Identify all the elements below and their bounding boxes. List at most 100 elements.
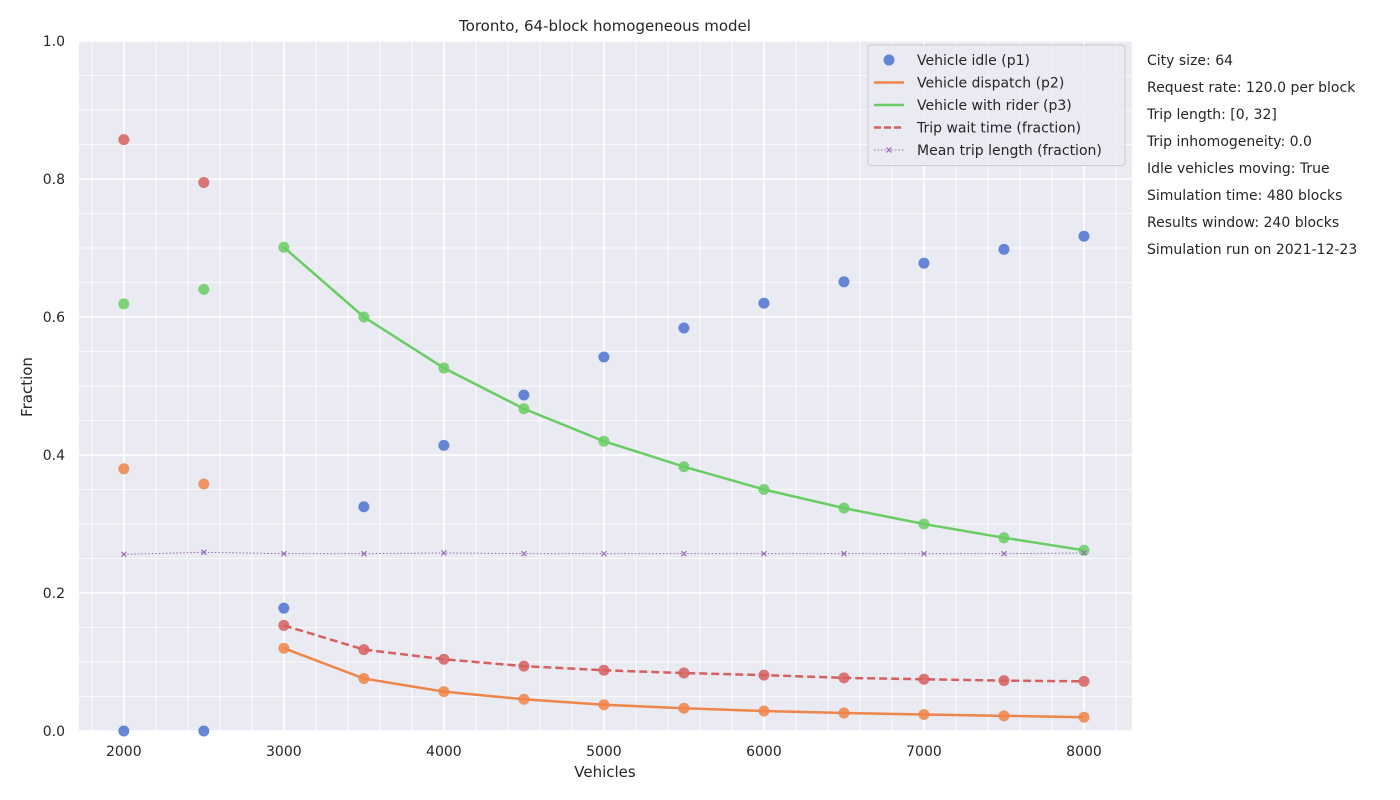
parameter-text: Simulation run on 2021-12-23 xyxy=(1147,242,1357,258)
vehicle-dispatch-p2-point xyxy=(758,705,770,717)
vehicle-dispatch-p2-point xyxy=(278,642,290,654)
mean-trip-length-fraction-point xyxy=(440,550,447,556)
parameter-text: City size: 64 xyxy=(1147,53,1233,69)
mean-trip-length-fraction-point xyxy=(761,550,767,557)
y-tick-label: 1.0 xyxy=(43,34,65,50)
mean-trip-length-fraction-point xyxy=(120,551,127,558)
trip-wait-time-fraction-line xyxy=(283,624,1085,683)
vehicle-idle-p1-point xyxy=(678,322,690,334)
parameter-text: Request rate: 120.0 per block xyxy=(1147,80,1356,96)
trip-wait-time-fraction-point xyxy=(758,669,770,681)
x-axis-label: Vehicles xyxy=(574,763,636,781)
trip-wait-time-fraction-legend-label: Trip wait time (fraction) xyxy=(916,121,1081,137)
parameter-text: Simulation time: 480 blocks xyxy=(1147,188,1342,204)
vehicle-idle-p1-legend-label: Vehicle idle (p1) xyxy=(917,53,1030,69)
trip-wait-time-fraction-point xyxy=(358,644,370,656)
trip-wait-time-fraction-point xyxy=(278,619,290,631)
chart-title: Toronto, 64-block homogeneous model xyxy=(458,17,751,35)
vehicle-with-rider-p3-point xyxy=(758,484,770,495)
mean-trip-length-fraction-point xyxy=(600,550,607,557)
vehicle-dispatch-p2-point xyxy=(918,708,930,720)
legend-box xyxy=(867,44,1126,166)
tick-labels: 2000 3000 4000 5000 6000 7000 8000 0.0 0.2 0.4 0.6… xyxy=(43,34,1102,760)
vehicle-dispatch-p2-point xyxy=(838,707,850,719)
vehicle-dispatch-p2-point xyxy=(678,702,690,714)
vehicle-idle-p1-point xyxy=(918,257,930,269)
trip-wait-time-fraction-point xyxy=(838,672,850,684)
vehicle-idle-p1-point xyxy=(598,351,610,363)
series-markers xyxy=(118,134,1090,737)
vehicle-with-rider-p3-point xyxy=(198,283,210,295)
y-tick-label: 0.2 xyxy=(43,586,65,602)
parameter-text: Results window: 240 blocks xyxy=(1147,215,1339,231)
major-gridlines xyxy=(79,40,1132,732)
vehicle-idle-p1-point xyxy=(998,243,1010,255)
trip-wait-time-fraction-point xyxy=(918,673,930,685)
vehicle-idle-p1-point xyxy=(838,276,850,288)
mean-trip-length-fraction-point xyxy=(1001,550,1007,557)
mean-trip-length-fraction-legend-marker xyxy=(886,147,892,153)
minor-gridlines xyxy=(79,41,1132,731)
y-axis-label: Fraction xyxy=(18,357,36,417)
parameter-text: Trip length: [0, 32] xyxy=(1146,107,1277,123)
trip-wait-time-fraction-point xyxy=(1078,675,1090,687)
mean-trip-length-fraction-point xyxy=(520,550,527,557)
vehicle-with-rider-p3-point xyxy=(1078,544,1090,556)
trip-wait-time-fraction-point xyxy=(198,176,210,188)
mean-trip-length-fraction-point xyxy=(1081,550,1087,556)
vehicle-with-rider-p3-point xyxy=(118,298,130,310)
y-tick-label: 0.6 xyxy=(43,310,65,326)
vehicle-with-rider-p3-point xyxy=(998,532,1010,544)
vehicle-dispatch-p2-point xyxy=(198,478,210,490)
x-tick-label: 7000 xyxy=(906,744,942,760)
mean-trip-length-fraction-point xyxy=(921,550,927,557)
vehicle-with-rider-p3-point xyxy=(518,403,530,415)
vehicle-with-rider-p3-point xyxy=(278,241,290,253)
vehicle-dispatch-p2-point xyxy=(358,673,370,685)
trip-wait-time-fraction-point xyxy=(678,667,690,679)
trip-wait-time-fraction-point xyxy=(598,664,610,676)
x-tick-label: 2000 xyxy=(106,744,142,760)
trip-wait-time-fraction-point xyxy=(518,660,530,672)
vehicle-idle-p1-point xyxy=(438,439,450,451)
vehicle-with-rider-p3-legend-label: Vehicle with rider (p3) xyxy=(917,98,1072,114)
y-tick-label: 0.8 xyxy=(43,172,65,188)
parameter-text: Trip inhomogeneity: 0.0 xyxy=(1146,134,1312,150)
vehicle-with-rider-p3-point xyxy=(438,362,450,374)
vehicle-idle-p1-point xyxy=(118,725,130,737)
y-tick-label: 0.4 xyxy=(43,448,65,464)
vehicle-idle-p1-point xyxy=(758,297,770,309)
mean-trip-length-fraction-point xyxy=(360,550,367,557)
vehicle-idle-p1-point xyxy=(518,389,530,401)
x-tick-label: 4000 xyxy=(426,744,462,760)
parameter-text: Idle vehicles moving: True xyxy=(1147,161,1330,177)
vehicle-dispatch-p2-point xyxy=(518,693,530,705)
vehicle-with-rider-p3-point xyxy=(918,518,930,530)
vehicle-idle-p1-point xyxy=(358,501,370,513)
vehicle-with-rider-p3-point xyxy=(838,502,850,514)
mean-trip-length-fraction-point xyxy=(280,550,287,557)
trip-wait-time-fraction-point xyxy=(118,134,130,146)
x-tick-label: 5000 xyxy=(586,744,622,760)
vehicle-dispatch-p2-point xyxy=(1078,711,1090,723)
vehicle-dispatch-p2-point xyxy=(998,710,1010,722)
mean-trip-length-fraction-legend-label: Mean trip length (fraction) xyxy=(917,143,1102,159)
mean-trip-length-fraction-point xyxy=(841,550,847,557)
mean-trip-length-fraction-point xyxy=(200,549,207,556)
mean-trip-length-fraction-point xyxy=(680,550,687,557)
legend: Vehicle idle (p1) Vehicle dispatch (p2) Ve… xyxy=(867,44,1126,166)
vehicle-idle-p1-point xyxy=(278,602,290,614)
simulation-parameters: City size: 64 Request rate: 120.0 per blo… xyxy=(1146,53,1357,258)
trip-wait-time-fraction-point xyxy=(438,653,450,665)
vehicle-idle-p1-point xyxy=(198,725,210,737)
x-tick-label: 8000 xyxy=(1066,744,1102,760)
vehicle-idle-p1-point xyxy=(1078,230,1090,242)
vehicle-dispatch-p2-point xyxy=(118,463,130,475)
vehicle-idle-p1-legend-marker xyxy=(883,54,895,66)
vehicle-dispatch-p2-point xyxy=(438,686,450,698)
vehicle-dispatch-p2-legend-label: Vehicle dispatch (p2) xyxy=(917,76,1064,92)
vehicle-with-rider-p3-point xyxy=(678,461,690,473)
vehicle-with-rider-p3-point xyxy=(358,311,370,323)
x-tick-label: 3000 xyxy=(266,744,302,760)
